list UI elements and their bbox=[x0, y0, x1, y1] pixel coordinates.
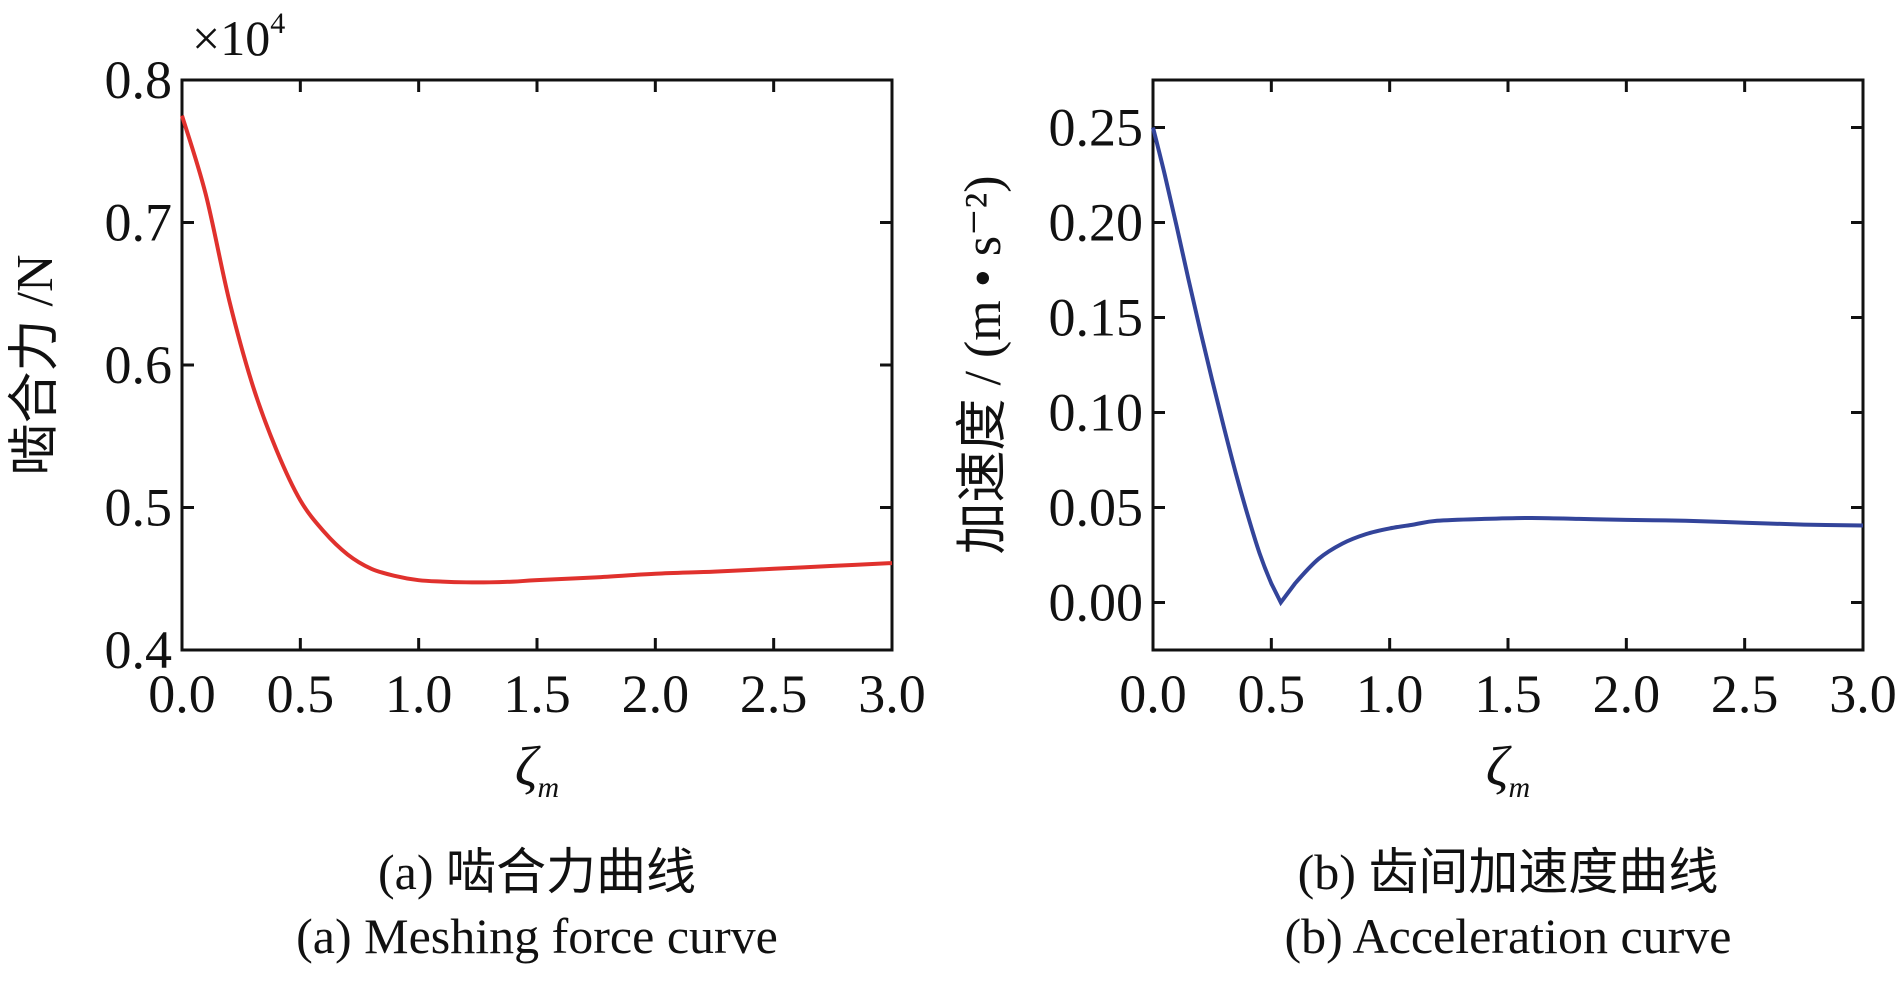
panel-b-caption: (b) 齿间加速度曲线 (b) Acceleration curve bbox=[1153, 840, 1863, 968]
x-tick-label: 0.0 bbox=[1119, 664, 1187, 724]
panel-a-ticks bbox=[180, 78, 894, 652]
y-tick-label: 0.15 bbox=[1049, 288, 1144, 348]
x-tick-label: 2.0 bbox=[622, 664, 690, 724]
y-tick-label: 0.5 bbox=[105, 478, 173, 538]
x-tick-label: 0.5 bbox=[267, 664, 335, 724]
panel-b-y-axis-label: 加速度 / (m • s⁻²) bbox=[955, 175, 1012, 554]
y-tick-label: 0.7 bbox=[105, 193, 173, 253]
panel-a-x-axis-label-subscript: m bbox=[538, 771, 560, 804]
panel-b-caption-chinese: (b) 齿间加速度曲线 bbox=[1297, 844, 1719, 900]
panel-a-series-line bbox=[180, 115, 893, 585]
panel-a-caption-chinese: (a) 啮合力曲线 bbox=[378, 844, 696, 900]
x-tick-label: 3.0 bbox=[1829, 664, 1896, 724]
panel-a-y-axis-label: 啮合力 /N bbox=[7, 254, 64, 475]
x-tick-label: 0.5 bbox=[1238, 664, 1306, 724]
y-tick-label: 0.00 bbox=[1049, 573, 1144, 633]
panel-b-y-tick-labels: 0.00 0.05 0.10 0.15 0.20 0.25 bbox=[1049, 98, 1144, 633]
y-tick-label: 0.6 bbox=[105, 335, 173, 395]
panel-a-plot-frame bbox=[180, 78, 894, 652]
y-tick-label: 0.8 bbox=[105, 50, 173, 110]
x-tick-label: 3.0 bbox=[858, 664, 926, 724]
y-tick-label: 0.25 bbox=[1049, 98, 1144, 158]
y-tick-label: 0.4 bbox=[105, 620, 173, 680]
x-tick-label: 1.0 bbox=[385, 664, 453, 724]
panel-b-caption-english: (b) Acceleration curve bbox=[1284, 908, 1732, 964]
panel-b-x-axis-label-subscript: m bbox=[1509, 771, 1531, 804]
x-tick-label: 2.0 bbox=[1593, 664, 1661, 724]
panel-a-meshing-force-chart: 0.0 0.5 1.0 1.5 2.0 2.5 3.0 0.4 0.5 0.6 0.7 0.8 ×1… bbox=[7, 7, 926, 804]
panel-a-x-tick-labels: 0.0 0.5 1.0 1.5 2.0 2.5 3.0 bbox=[148, 664, 926, 724]
panel-a-caption: (a) 啮合力曲线 (a) Meshing force curve bbox=[182, 840, 892, 968]
x-tick-label: 0.0 bbox=[148, 664, 216, 724]
panel-a-caption-english: (a) Meshing force curve bbox=[296, 908, 778, 964]
panel-a-multiplier: ×104 bbox=[192, 7, 285, 66]
panel-a-y-tick-labels: 0.4 0.5 0.6 0.7 0.8 bbox=[105, 50, 173, 680]
y-tick-label: 0.10 bbox=[1049, 383, 1144, 443]
y-tick-label: 0.05 bbox=[1049, 478, 1144, 538]
panel-a-x-axis-label: ζm bbox=[515, 736, 559, 804]
panel-a-multiplier-exponent: 4 bbox=[270, 7, 285, 40]
panel-b-acceleration-chart: 0.0 0.5 1.0 1.5 2.0 2.5 3.0 0.000.050.100.150.… bbox=[955, 78, 1896, 804]
panel-b-x-axis-label: ζm bbox=[1486, 736, 1530, 804]
panel-b-plot-frame bbox=[1151, 78, 1865, 652]
panel-b-x-tick-labels: 0.0 0.5 1.0 1.5 2.0 2.5 3.0 bbox=[1119, 664, 1896, 724]
panel-b-series-line bbox=[1151, 127, 1864, 607]
x-tick-label: 1.0 bbox=[1356, 664, 1424, 724]
x-tick-label: 2.5 bbox=[740, 664, 808, 724]
x-tick-label: 2.5 bbox=[1711, 664, 1779, 724]
x-tick-label: 1.5 bbox=[1474, 664, 1542, 724]
panel-b-ticks bbox=[1151, 80, 1865, 650]
y-tick-label: 0.20 bbox=[1049, 193, 1144, 253]
x-tick-label: 1.5 bbox=[503, 664, 571, 724]
